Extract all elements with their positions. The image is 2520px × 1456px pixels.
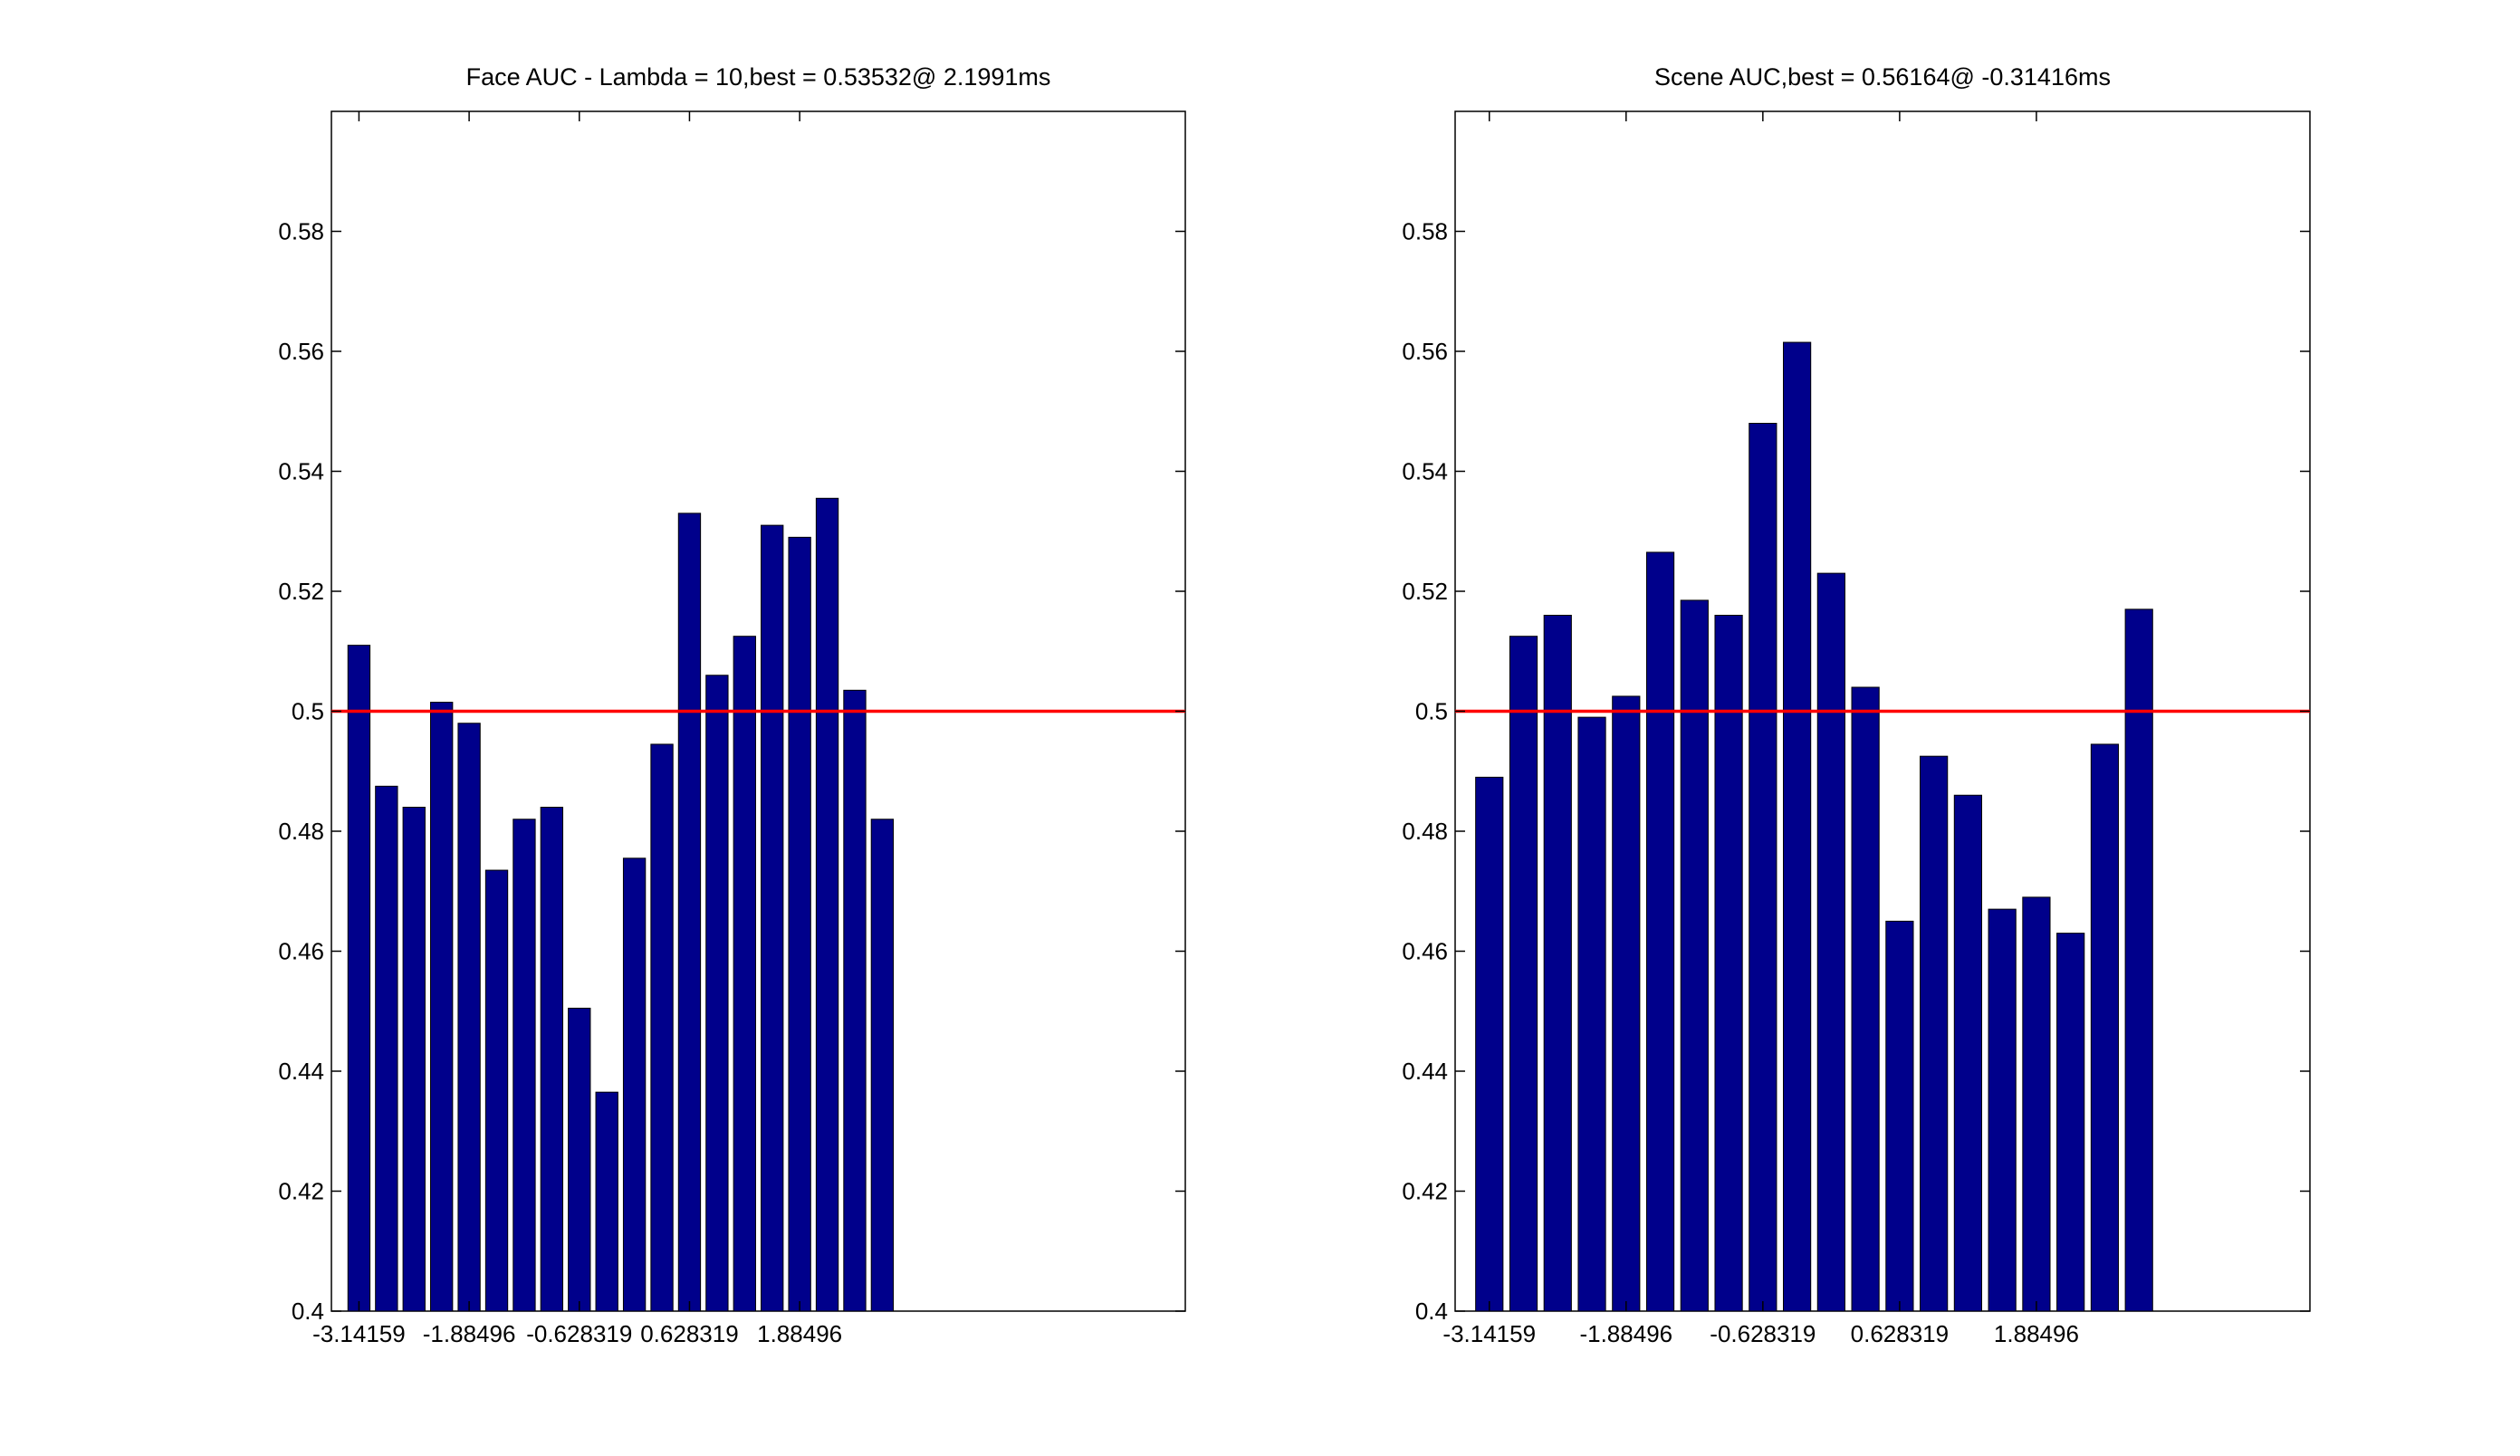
face-auc-chart: 0.4 0.42 0.44 0.46 0.48 0.5 0.52 0.54 0.56 0.58 -3… xyxy=(278,63,1186,1347)
chart1-xtick-label-3: 0.628319 xyxy=(1851,1320,1949,1347)
chart1-bar-12 xyxy=(1851,686,1880,1312)
chart1-xtick-label-2: -0.628319 xyxy=(1710,1320,1816,1347)
chart0-bar-9 xyxy=(568,1007,591,1312)
chart0-bar-14 xyxy=(705,675,729,1312)
chart0-bar-10 xyxy=(595,1091,618,1312)
chart1-bar-3 xyxy=(1543,615,1572,1312)
chart1-xtick-label-0: -3.14159 xyxy=(1442,1320,1536,1347)
chart0-xtick-label-0: -3.14159 xyxy=(312,1320,406,1347)
chart0-bar-12 xyxy=(650,743,674,1312)
chart0-xtick-label-3: 0.628319 xyxy=(640,1320,738,1347)
chart0-ytick-label-9: 0.58 xyxy=(278,218,324,245)
chart0-bar-15 xyxy=(733,636,756,1312)
chart1-ytick-label-7: 0.54 xyxy=(1402,458,1448,485)
chart1-bar-9 xyxy=(1749,423,1777,1312)
chart1-ytick-label-6: 0.52 xyxy=(1402,578,1448,605)
chart1-bar-8 xyxy=(1714,615,1743,1312)
chart0-bar-18 xyxy=(815,497,839,1312)
chart1-bar-4 xyxy=(1577,716,1606,1312)
chart1-xtick-label-1: -1.88496 xyxy=(1579,1320,1672,1347)
chart0-ytick-label-5: 0.5 xyxy=(292,698,324,725)
chart0-ytick-label-1: 0.42 xyxy=(278,1178,324,1205)
chart1-bar-14 xyxy=(1920,755,1949,1312)
chart0-bar-13 xyxy=(677,512,702,1312)
chart0-ytick-label-3: 0.46 xyxy=(278,938,324,965)
chart1-bar-7 xyxy=(1680,599,1709,1312)
chart1-bar-18 xyxy=(2056,933,2085,1312)
chart1-ytick-label-9: 0.58 xyxy=(1402,218,1448,245)
chart1-bar-17 xyxy=(2022,896,2051,1312)
chart0-bar-6 xyxy=(484,869,509,1312)
chart1-bar-11 xyxy=(1816,572,1845,1312)
chart0-bar-3 xyxy=(402,807,426,1312)
chart0-bar-8 xyxy=(540,807,564,1312)
chart0-ytick-label-0: 0.4 xyxy=(292,1298,324,1325)
chart1-bar-20 xyxy=(2124,608,2153,1312)
chart1-bar-19 xyxy=(2090,743,2120,1312)
chart0-bar-11 xyxy=(622,857,647,1312)
scene-auc-chart: 0.4 0.42 0.44 0.46 0.48 0.5 0.52 0.54 0.56 0.58 -3… xyxy=(1402,63,2311,1347)
chart1-ytick-label-3: 0.46 xyxy=(1402,938,1448,965)
chart0-bar-19 xyxy=(843,689,867,1312)
chart1-bar-6 xyxy=(1645,551,1675,1312)
chart0-title: Face AUC - Lambda = 10,best = 0.53532@ 2… xyxy=(466,63,1051,91)
chart0-bar-2 xyxy=(375,785,398,1312)
chart0-bar-5 xyxy=(457,723,481,1312)
chart0-bar-4 xyxy=(430,702,454,1312)
chart1-bar-15 xyxy=(1953,794,1983,1312)
chart1-bar-5 xyxy=(1612,695,1641,1312)
chart0-xtick-label-2: -0.628319 xyxy=(526,1320,632,1347)
chart0-bar-17 xyxy=(788,536,811,1312)
chart1-ytick-label-0: 0.4 xyxy=(1415,1298,1448,1325)
chart1-bar-2 xyxy=(1509,636,1538,1312)
chart1-ytick-label-4: 0.48 xyxy=(1402,818,1448,845)
chart1-ytick-label-5: 0.5 xyxy=(1415,698,1448,725)
chart1-title: Scene AUC,best = 0.56164@ -0.31416ms xyxy=(1654,63,2111,91)
chart0-ytick-label-6: 0.52 xyxy=(278,578,324,605)
chart0-bar-20 xyxy=(870,819,895,1312)
chart0-xtick-label-4: 1.88496 xyxy=(757,1320,842,1347)
chart1-xtick-label-4: 1.88496 xyxy=(1994,1320,2079,1347)
chart1-ytick-label-2: 0.44 xyxy=(1402,1058,1448,1085)
chart0-bar-7 xyxy=(513,819,536,1312)
chart1-ytick-label-8: 0.56 xyxy=(1402,338,1448,365)
chart0-ytick-label-8: 0.56 xyxy=(278,338,324,365)
chart0-ytick-label-7: 0.54 xyxy=(278,458,324,485)
chart1-bar-16 xyxy=(1988,908,2017,1312)
chart0-bar-1 xyxy=(347,645,371,1312)
chart1-bar-10 xyxy=(1782,341,1812,1312)
chart1-bar-13 xyxy=(1885,920,1914,1312)
chart0-ytick-label-2: 0.44 xyxy=(278,1058,324,1085)
chart0-ytick-label-4: 0.48 xyxy=(278,818,324,845)
chart0-bar-16 xyxy=(761,524,784,1312)
chart0-xtick-label-1: -1.88496 xyxy=(423,1320,516,1347)
chart1-ytick-label-1: 0.42 xyxy=(1402,1178,1448,1205)
chart1-bar-1 xyxy=(1475,776,1504,1312)
